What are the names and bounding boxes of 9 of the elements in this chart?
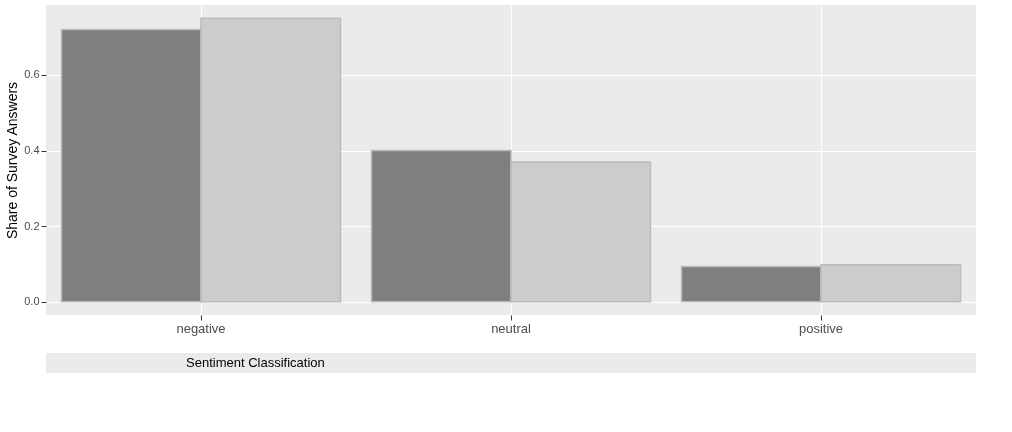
x-tick-label: positive	[798, 320, 844, 336]
y-tick-label: 0.2	[24, 219, 40, 232]
text: Sentiment Classification	[186, 355, 325, 370]
y-tick-label: 0.4	[24, 144, 40, 157]
y-tick-label: 0.0	[24, 295, 40, 308]
y-axis-title: Share of Survey Answers	[4, 81, 21, 240]
x-tick-label: neutral	[491, 320, 531, 336]
x-tick-label: negative	[176, 320, 226, 336]
y-tick-label: 0.6	[24, 68, 40, 81]
